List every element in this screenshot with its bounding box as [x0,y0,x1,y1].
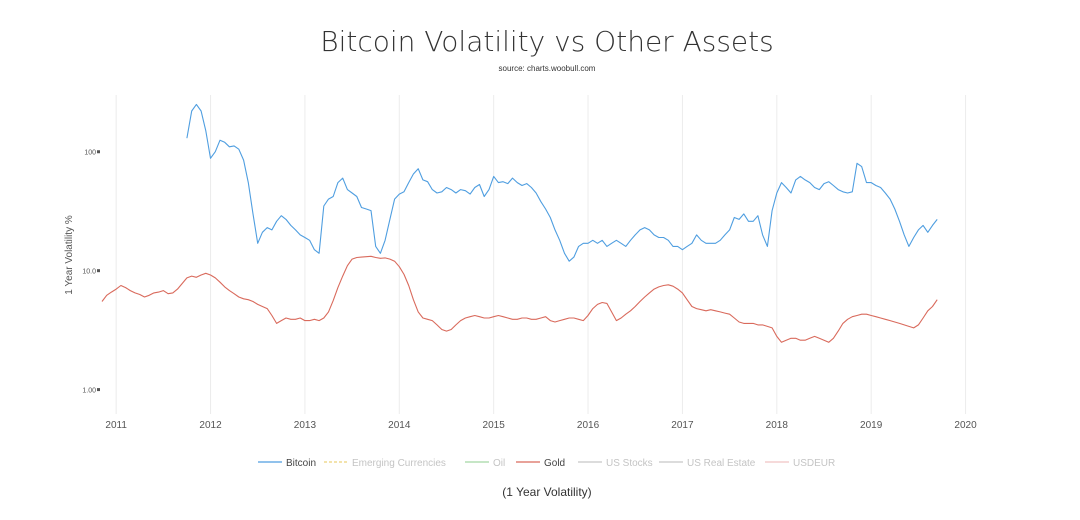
x-axis-ticks: 2011 2012 2013 2014 2015 2016 2017 2018 2019 2020 [105,420,977,431]
bitcoin-series-line [186,103,938,262]
chart-title: Bitcoin Volatility vs Other Assets [320,25,773,58]
gold-series-line [101,255,938,343]
y-tick-mark [97,388,100,392]
y-axis-ticks: 1.00 10.0 100 [82,150,100,395]
legend-item-bitcoin: Bitcoin [286,458,316,469]
x-tick-label: 2016 [577,420,600,431]
x-axis-label: (1 Year Volatility) [502,485,591,499]
x-tick-label: 2012 [199,420,222,431]
y-tick-label: 10.0 [82,269,96,276]
x-tick-label: 2019 [860,420,883,431]
y-tick-mark [97,150,100,154]
y-tick-label: 1.00 [82,388,96,395]
legend: Bitcoin Emerging Currencies Oil Gold US Stoc… [258,458,835,469]
x-tick-label: 2015 [483,420,506,431]
x-tick-label: 2020 [954,420,977,431]
legend-item-usdeur: USDEUR [793,458,835,469]
legend-item-us-stocks: US Stocks [606,458,653,469]
legend-item-emerging-currencies: Emerging Currencies [352,458,446,469]
legend-item-gold: Gold [544,458,565,469]
x-tick-label: 2014 [388,420,411,431]
legend-item-oil: Oil [493,458,505,469]
chart-subtitle: source: charts.woobull.com [499,64,596,73]
legend-item-us-real-estate: US Real Estate [687,458,756,469]
x-tick-label: 2018 [766,420,789,431]
x-tick-label: 2011 [105,420,127,431]
x-tick-label: 2017 [671,420,694,431]
grid-lines [115,95,967,414]
y-tick-mark [97,269,100,273]
x-tick-label: 2013 [294,420,317,431]
y-axis-label: 1 Year Volatility % [64,215,75,295]
y-tick-label: 100 [84,150,96,157]
series-lines [101,103,938,343]
